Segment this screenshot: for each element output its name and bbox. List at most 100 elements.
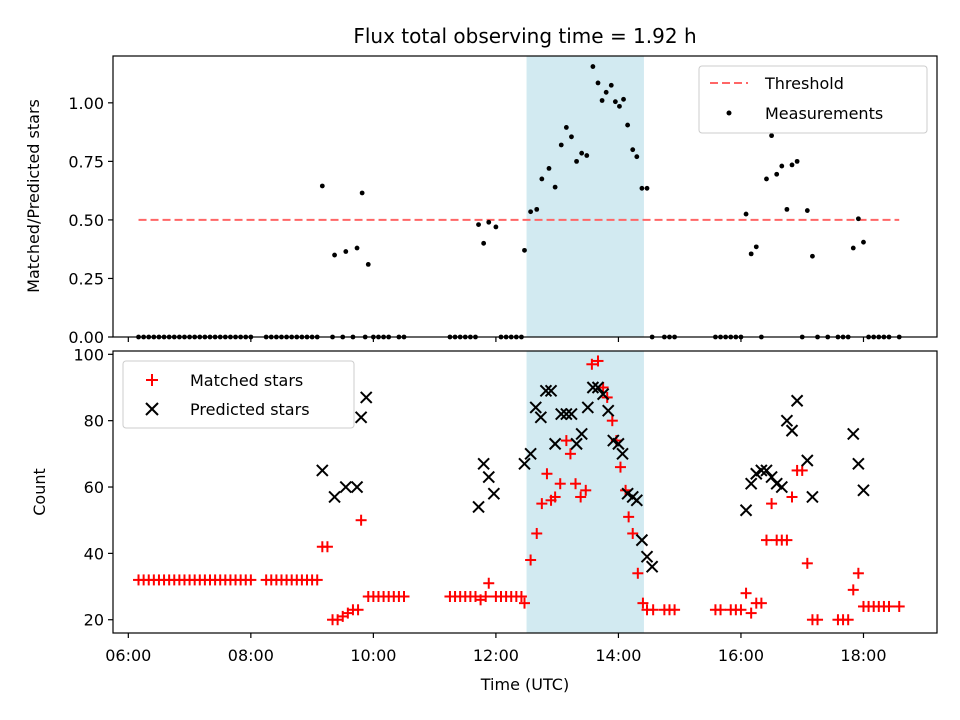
measurement-point (630, 147, 636, 153)
measurement-point (855, 216, 861, 222)
bottom-y-tick-label: 20 (84, 611, 104, 630)
measurement-point (608, 82, 614, 88)
predicted-star-marker (755, 464, 768, 477)
measurement-point (595, 80, 601, 86)
measurement-point (558, 142, 564, 148)
top-y-tick-label: 0.50 (68, 211, 104, 230)
predicted-star-marker (847, 427, 860, 441)
top-panel: 0.00 0.25 0.50 0.75 1.00 Matched/Predicted s… (24, 55, 938, 347)
matched-star-marker (398, 591, 410, 603)
predicted-star-marker (570, 437, 583, 451)
measurement-point (774, 171, 780, 177)
measurement-point (481, 240, 487, 246)
predicted-star-marker (534, 411, 548, 424)
bottom-y-tick-label: 40 (84, 544, 104, 563)
matched-star-marker (801, 557, 813, 569)
matched-star-marker (554, 478, 566, 490)
threshold-legend-label: Threshold (764, 74, 844, 93)
predicted-star-marker (560, 407, 573, 421)
predicted-star-marker (581, 401, 595, 414)
measurement-point (769, 133, 774, 139)
matched-star-marker (766, 498, 778, 510)
measurement-point (534, 206, 540, 212)
top-y-tick-label: 1.00 (68, 94, 104, 113)
predicted-star-marker (316, 464, 329, 477)
top-x-ticks (127, 337, 865, 342)
matched-star-marker (245, 574, 257, 586)
bottom-panel: 20 40 60 80 100 06:00 08:00 10:00 12:00 14:00 16:… (30, 345, 938, 694)
x-tick-label: 18:00 (840, 646, 886, 665)
bottom-axes-frame (112, 350, 938, 634)
predicted-star-marker (354, 411, 368, 424)
measurement-point (365, 262, 371, 267)
matched-star-marker (355, 514, 367, 526)
predicted-star-marker (790, 394, 804, 407)
predicted-star-marker (785, 424, 799, 437)
matched-star-marker (755, 597, 767, 609)
top-legend-box (698, 65, 928, 134)
measurement-point (810, 253, 815, 259)
predicted-star-marker (529, 401, 542, 414)
measurement-point (546, 166, 552, 171)
x-tick-label: 16:00 (718, 646, 764, 665)
predicted-star-marker (524, 447, 537, 461)
predicted-star-marker (482, 470, 495, 484)
matched-star-marker (786, 491, 798, 503)
measurement-point (552, 184, 558, 190)
predicted-star-marker (586, 381, 600, 394)
x-tick-label: 06:00 (105, 646, 151, 665)
measurement-point (522, 247, 527, 253)
measurement-point (590, 64, 596, 69)
x-axis-label: Time (UTC) (480, 675, 569, 694)
matched-star-marker (311, 574, 323, 586)
predicted-star-marker (328, 490, 341, 504)
predicted-star-marker (780, 414, 794, 427)
predicted-star-marker (602, 404, 615, 417)
matched-star-marker (564, 448, 576, 460)
matched-star-marker (637, 597, 649, 609)
measurement-point (639, 185, 645, 191)
matched-star-marker (606, 415, 618, 427)
measurement-point (319, 183, 325, 189)
predicted-star-marker (775, 480, 789, 494)
predicted-star-marker (350, 480, 364, 494)
predicted-star-marker (565, 407, 578, 421)
matched-star-marker (842, 614, 854, 626)
matched-star-marker (760, 534, 772, 546)
matched-star-marker (740, 587, 752, 599)
predicted-star-marker (612, 437, 625, 451)
matched-legend-swatch (146, 374, 158, 386)
measurement-point (625, 122, 631, 128)
measurement-point (332, 252, 337, 258)
x-tick-label: 10:00 (350, 646, 396, 665)
predicted-star-marker (616, 447, 629, 461)
matched-star-marker (518, 597, 530, 609)
matched-star-marker (627, 527, 639, 539)
matched-star-marker (531, 527, 543, 539)
measurement-point (861, 239, 866, 245)
measurement-point (493, 224, 499, 230)
matched-star-marker (735, 604, 747, 616)
matched-star-marker (597, 381, 609, 393)
top-y-tick-label: 0.00 (68, 328, 104, 347)
predicted-legend-label: Predicted stars (190, 400, 310, 419)
predicted-star-marker (518, 457, 531, 471)
measurement-point (574, 158, 579, 164)
measurement-point (343, 249, 349, 254)
matched-star-marker (647, 604, 659, 616)
x-tick-label: 08:00 (228, 646, 274, 665)
predicted-star-marker (360, 391, 373, 404)
predicted-star-marker (744, 477, 758, 490)
matched-star-marker (541, 468, 553, 480)
measurement-point (779, 163, 785, 169)
top-axes-frame (112, 55, 938, 338)
predicted-legend-swatch (145, 402, 159, 416)
predicted-star-marker (635, 533, 649, 547)
measurements-legend-swatch (726, 110, 732, 116)
measurement-point (784, 206, 790, 212)
measurement-point (748, 251, 754, 257)
measurements-legend-label: Measurements (765, 104, 883, 123)
predicted-star-marker (575, 427, 588, 441)
predicted-star-marker (596, 387, 610, 401)
matched-star-marker (614, 461, 626, 473)
